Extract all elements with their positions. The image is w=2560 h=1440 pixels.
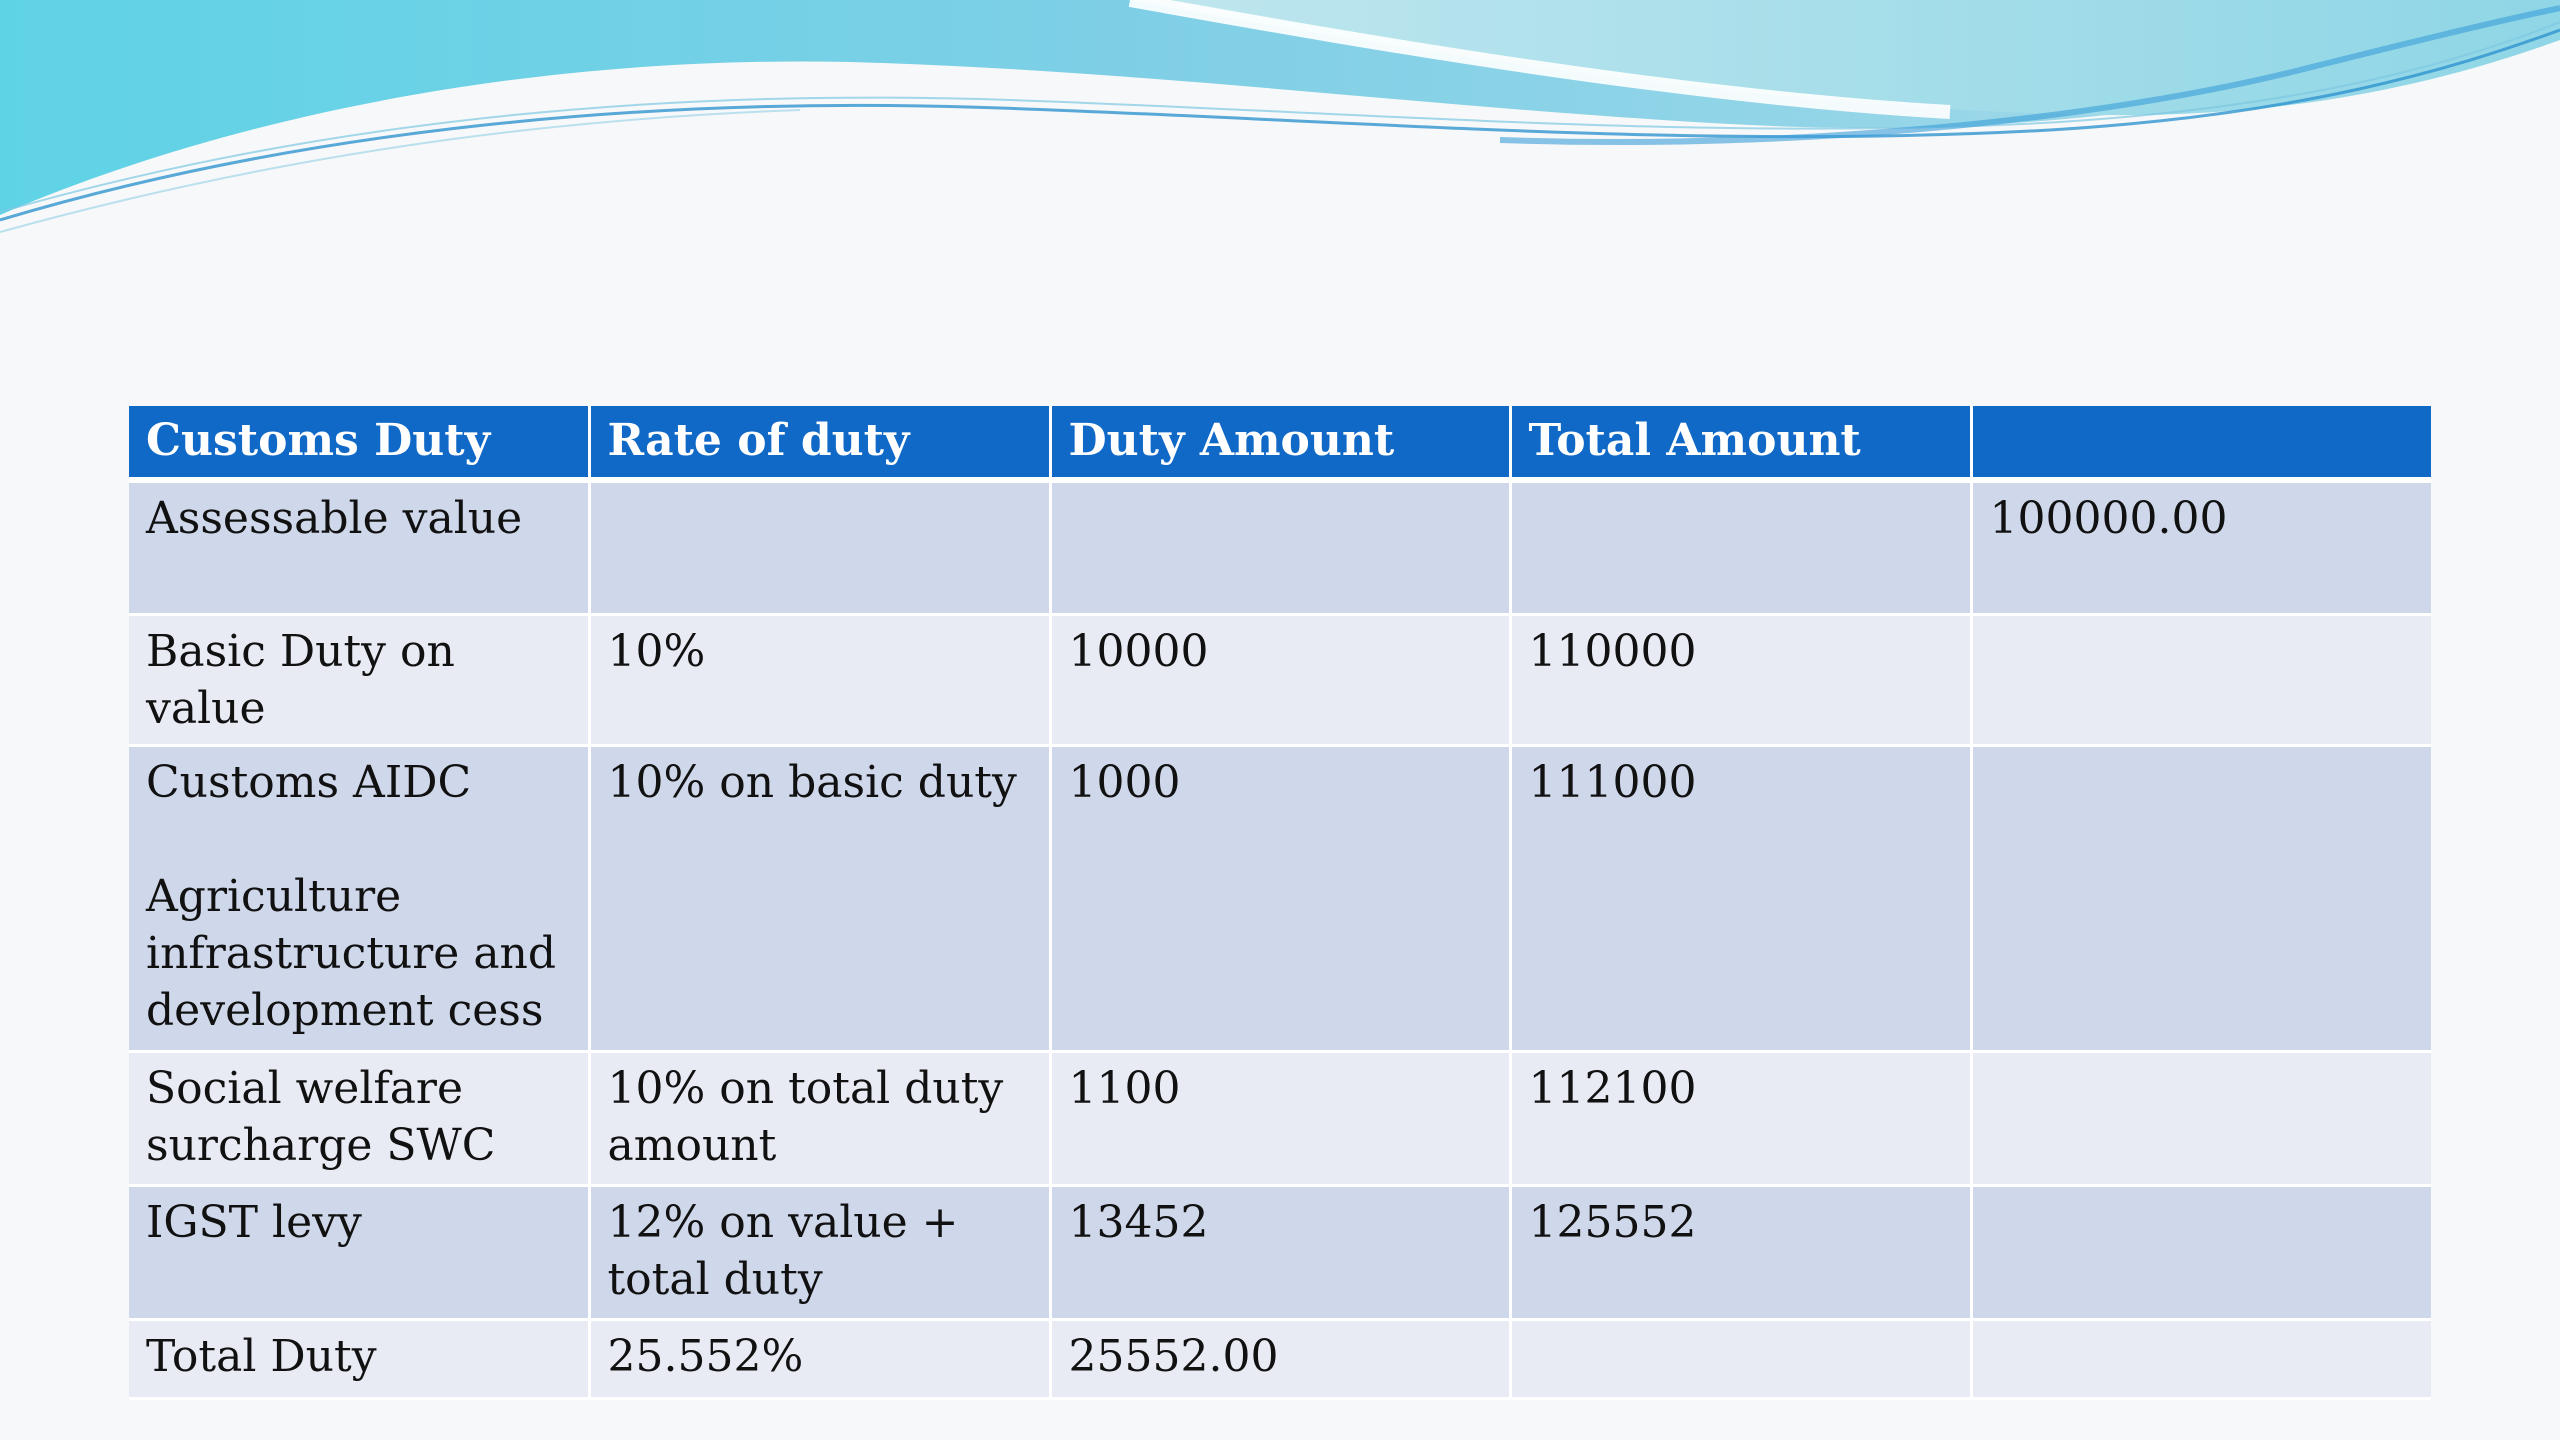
cell-total-amount [1510, 1319, 1973, 1400]
header-duty-amount: Duty Amount [1050, 406, 1512, 483]
cell-extra [1971, 1319, 2431, 1400]
header-customs-duty: Customs Duty [129, 406, 591, 483]
cell-duty-name: Social welfare surcharge SWC [129, 1051, 591, 1187]
table-row: Basic Duty on value 10% 10000 110000 [129, 614, 2431, 747]
table-header-row: Customs Duty Rate of duty Duty Amount To… [129, 406, 2431, 483]
cell-extra [1971, 614, 2431, 747]
cell-duty-amount: 13452 [1050, 1185, 1512, 1321]
cell-rate: 25.552% [589, 1319, 1052, 1400]
cell-duty-name: Total Duty [129, 1319, 591, 1400]
cell-extra [1971, 1051, 2431, 1187]
cell-duty-amount: 25552.00 [1050, 1319, 1512, 1400]
customs-duty-table: Customs Duty Rate of duty Duty Amount To… [129, 406, 2431, 1400]
cell-total-amount: 110000 [1510, 614, 1973, 747]
cell-total-amount: 111000 [1510, 745, 1973, 1053]
table-row: IGST levy 12% on value + total duty 1345… [129, 1185, 2431, 1321]
cell-duty-amount: 10000 [1050, 614, 1512, 747]
header-blank [1971, 406, 2431, 483]
wave-banner-decoration [0, 0, 2560, 233]
cell-total-amount [1510, 480, 1973, 616]
cell-rate [589, 480, 1052, 616]
table-row: Total Duty 25.552% 25552.00 [129, 1319, 2431, 1400]
cell-duty-amount [1050, 480, 1512, 616]
cell-rate: 10% on basic duty [589, 745, 1052, 1053]
table-row: Customs AIDC Agriculture infrastructure … [129, 745, 2431, 1053]
cell-duty-name: Assessable value [129, 480, 591, 616]
cell-total-amount: 112100 [1510, 1051, 1973, 1187]
cell-duty-amount: 1100 [1050, 1051, 1512, 1187]
table-row: Assessable value 100000.00 [129, 480, 2431, 616]
header-rate-of-duty: Rate of duty [589, 406, 1052, 483]
cell-assessable-value: 100000.00 [1971, 480, 2431, 616]
cell-rate: 10% [589, 614, 1052, 747]
cell-rate: 12% on value + total duty [589, 1185, 1052, 1321]
cell-duty-name: IGST levy [129, 1185, 591, 1321]
cell-duty-name: Basic Duty on value [129, 614, 591, 747]
header-total-amount: Total Amount [1510, 406, 1973, 483]
table-row: Social welfare surcharge SWC 10% on tota… [129, 1051, 2431, 1187]
cell-rate: 10% on total duty amount [589, 1051, 1052, 1187]
cell-total-amount: 125552 [1510, 1185, 1973, 1321]
cell-extra [1971, 1185, 2431, 1321]
cell-duty-name: Customs AIDC Agriculture infrastructure … [129, 745, 591, 1053]
cell-duty-amount: 1000 [1050, 745, 1512, 1053]
cell-extra [1971, 745, 2431, 1053]
